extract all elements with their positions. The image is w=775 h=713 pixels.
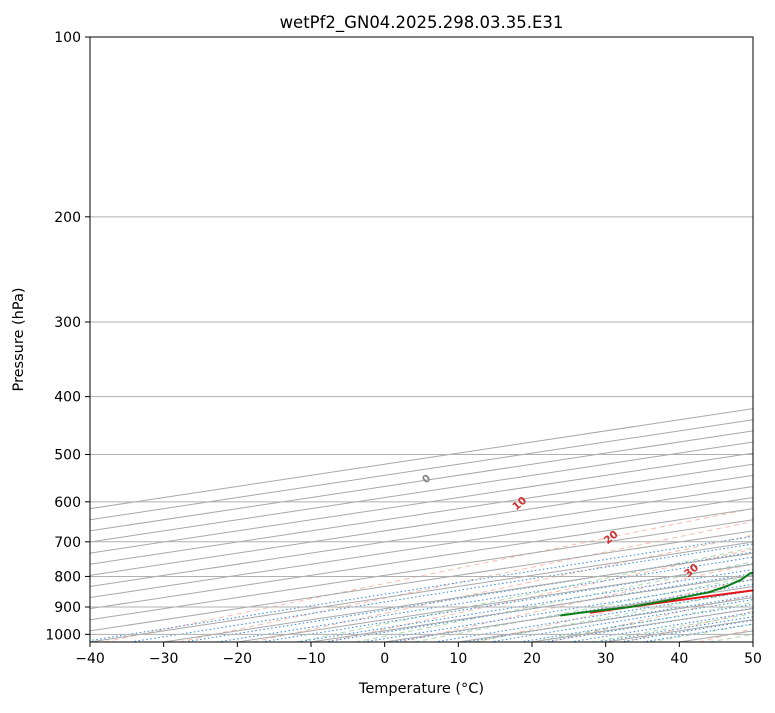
x-tick-label: −40 [75, 651, 105, 667]
x-tick-label: −30 [149, 651, 179, 667]
y-axis-ticks: 100 200 300 400 500 600 700 800 900 1000 [45, 30, 90, 643]
y-tick-label: 600 [54, 495, 81, 511]
x-tick-label: 30 [597, 651, 615, 667]
isopleth-labels: 0.10.20.40.611.52346810131620253036-100-… [420, 46, 775, 610]
y-tick-label: 400 [54, 390, 81, 406]
temperature-profile [590, 37, 775, 613]
y-axis-label: Pressure (hPa) [11, 287, 27, 391]
y-tick-label: 900 [54, 600, 81, 616]
moist-adiabat [355, 37, 775, 642]
dry-adiabat [625, 37, 775, 642]
y-tick-label: 200 [54, 210, 81, 226]
y-tick-label: 100 [54, 30, 81, 46]
y-tick-label: 500 [54, 448, 81, 464]
moist-adiabat [296, 37, 775, 642]
dry-adiabat [179, 37, 775, 642]
dry-adiabat-label: 30 [682, 562, 701, 581]
dry-adiabat-label: 40 [763, 591, 775, 610]
x-tick-label: 20 [523, 651, 541, 667]
dry-adiabat [476, 37, 775, 642]
y-tick-label: 700 [54, 535, 81, 551]
dry-adiabat [105, 37, 775, 642]
moist-adiabat [473, 37, 775, 642]
dewpoint-profile [560, 37, 775, 616]
isotherm [753, 37, 775, 642]
x-tick-label: 40 [670, 651, 688, 667]
moist-adiabats [296, 37, 775, 642]
y-tick-label: 800 [54, 569, 81, 585]
mixing-ratio-line [570, 455, 775, 643]
dry-adiabat-label: 0 [420, 472, 433, 486]
x-axis-ticks: −40 −30 −20 −10 0 10 20 30 40 50 [75, 642, 762, 667]
moist-adiabat [650, 37, 775, 642]
isotherm [385, 37, 775, 642]
plot-frame [90, 37, 753, 642]
isotherm [532, 37, 775, 642]
isotherm [90, 37, 775, 642]
chart-title: wetPf2_GN04.2025.298.03.35.E31 [280, 13, 564, 33]
x-axis-label: Temperature (°C) [358, 681, 484, 697]
dry-adiabats [105, 37, 775, 642]
dry-adiabat-label: 10 [510, 495, 529, 514]
moist-adiabat [532, 37, 775, 642]
y-tick-label: 1000 [45, 627, 81, 643]
x-tick-label: 10 [449, 651, 467, 667]
x-tick-label: 50 [744, 651, 762, 667]
dry-adiabat [699, 37, 775, 642]
x-tick-label: −20 [223, 651, 253, 667]
x-tick-label: −10 [296, 651, 326, 667]
y-tick-label: 300 [54, 315, 81, 331]
plot-area: 0.10.20.40.611.52346810131620253036-100-… [0, 37, 775, 642]
profiles [560, 37, 775, 616]
dry-adiabat [402, 37, 775, 642]
x-tick-label: 0 [380, 651, 389, 667]
dry-adiabat [253, 37, 775, 642]
